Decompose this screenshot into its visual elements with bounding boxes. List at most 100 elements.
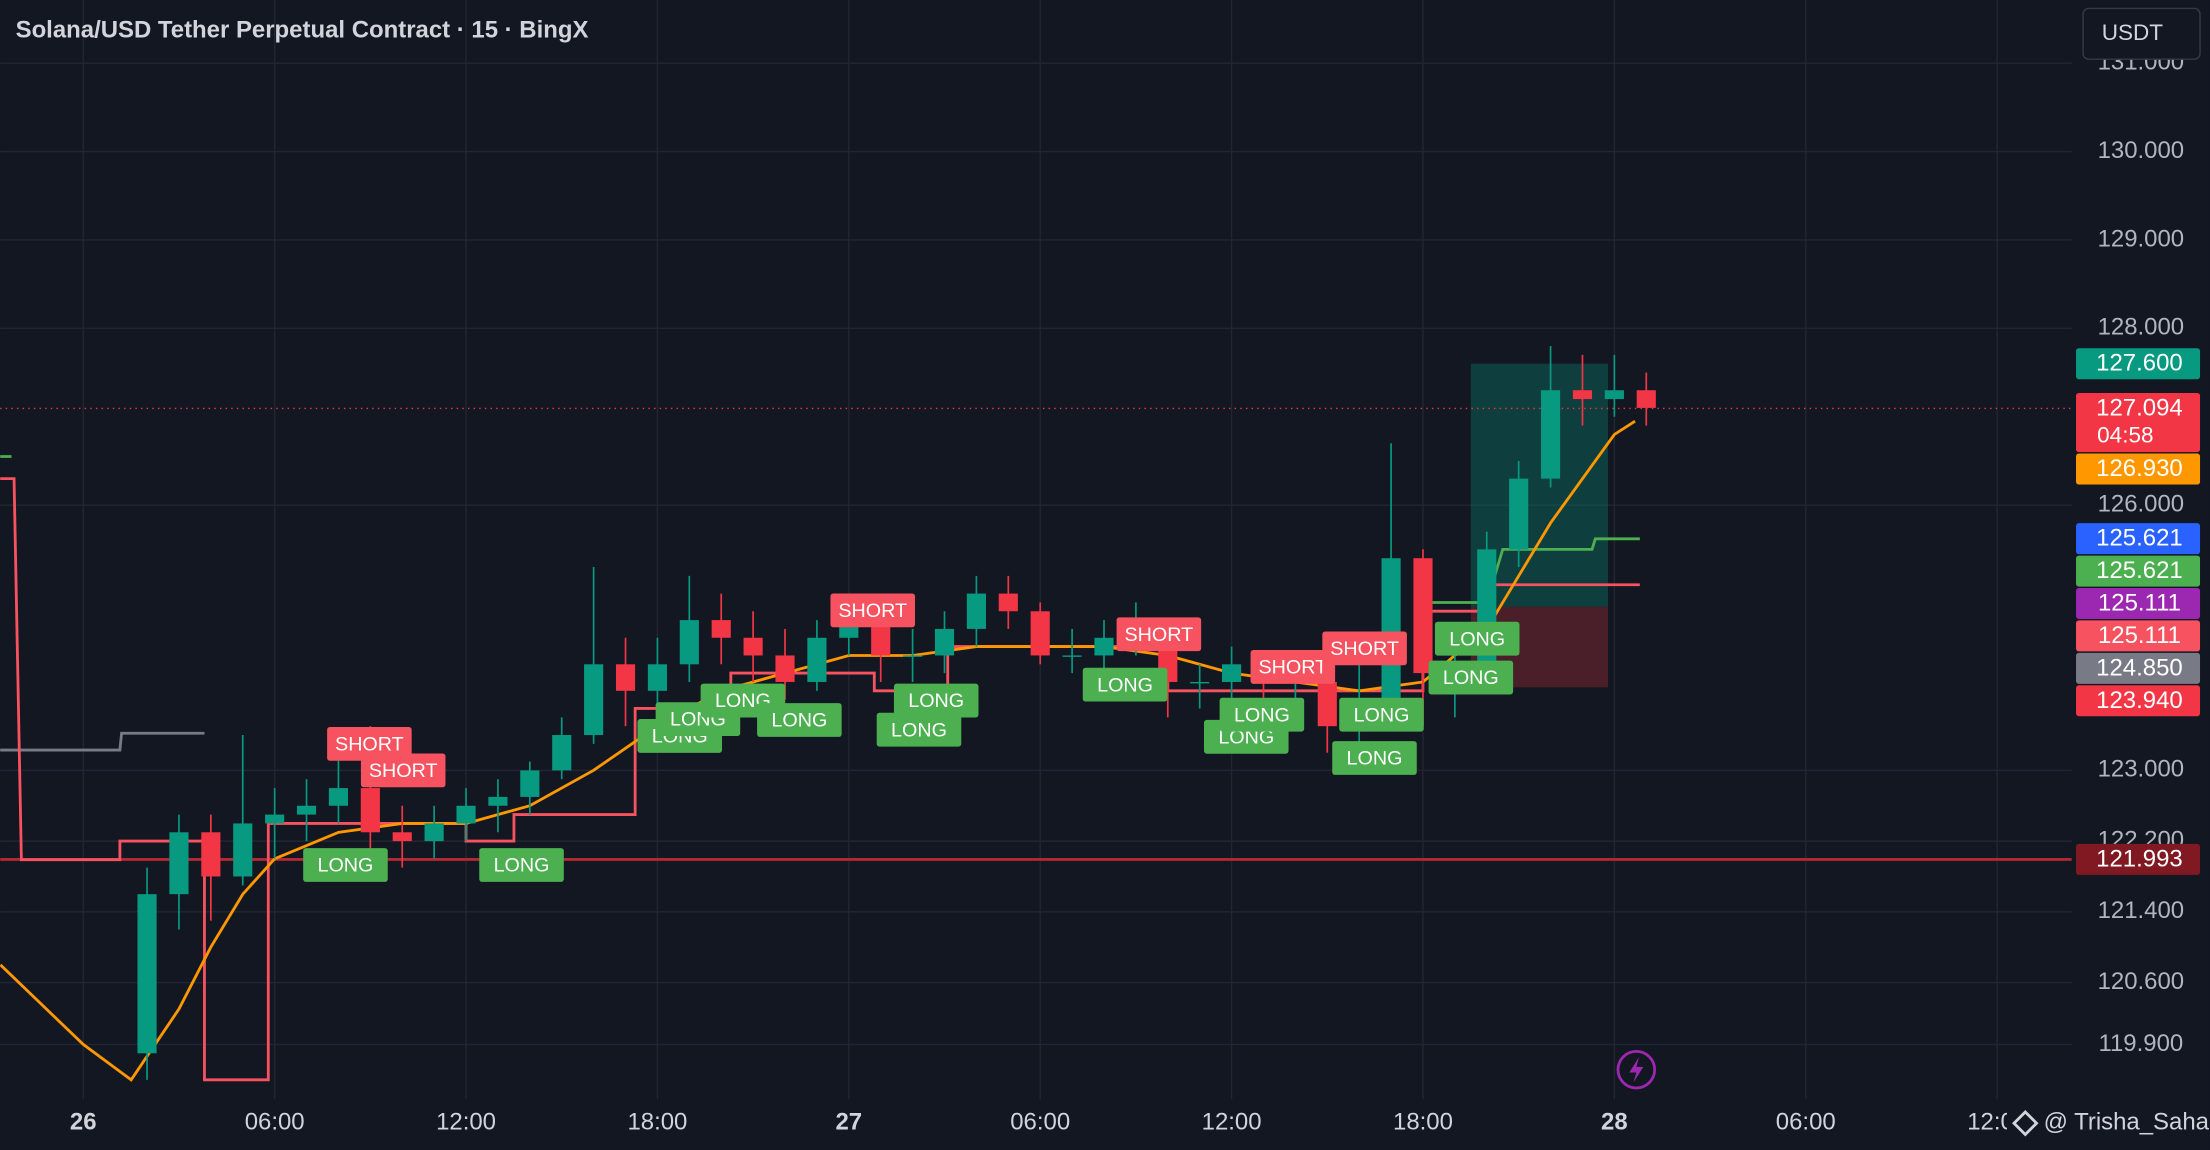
axes: 119.900120.600121.400122.200123.000126.0… — [70, 48, 2201, 1136]
signal-box — [1434, 621, 1520, 656]
candle-body — [1572, 390, 1593, 400]
watermark: @ Trisha_Saha — [2044, 1109, 2210, 1136]
price-tag — [2076, 555, 2201, 587]
signal-label: LONG — [1443, 667, 1499, 689]
currency-button-box[interactable] — [2082, 7, 2201, 60]
signal-box — [830, 593, 916, 628]
price-tag — [2076, 453, 2201, 485]
signal-box — [1219, 697, 1305, 732]
price-tag-label: 123.940 — [2096, 687, 2183, 714]
signal-box — [303, 848, 388, 882]
watermark-bg — [2006, 1104, 2210, 1145]
chart-title: Solana/USD Tether Perpetual Contract · 1… — [16, 16, 589, 43]
y-tick-label: 123.000 — [2098, 756, 2185, 783]
icon-bolt[interactable] — [1629, 1056, 1644, 1083]
signal-label: SHORT — [1330, 638, 1399, 660]
signal-box — [757, 703, 842, 737]
x-tick-label: 06:00 — [245, 1109, 305, 1136]
signal-label: SHORT — [1258, 657, 1327, 679]
candle-body — [934, 628, 955, 656]
candle-body — [488, 796, 508, 806]
x-tick-label: 12:00 — [436, 1109, 496, 1136]
price-tag-label: 124.850 — [2096, 654, 2183, 681]
candle-body — [1094, 637, 1114, 656]
y-tick-label: 128.000 — [2098, 314, 2185, 341]
signal-box — [876, 712, 962, 747]
signal-label: LONG — [494, 855, 550, 877]
candle-body — [233, 823, 253, 877]
candle-body — [1636, 390, 1656, 408]
price-tag — [2076, 392, 2201, 453]
candle-body — [424, 823, 444, 842]
candle-body — [265, 814, 285, 824]
price-tag-label: 121.993 — [2096, 845, 2183, 872]
signal-label: LONG — [771, 710, 827, 732]
price-tag — [2076, 523, 2201, 555]
y-tick-label: 129.000 — [2098, 225, 2185, 252]
price-tag — [2076, 348, 2201, 380]
price-tag — [2076, 620, 2201, 652]
signal-label: LONG — [1354, 704, 1410, 726]
candle-body — [1541, 390, 1561, 479]
signal-box — [1082, 667, 1168, 702]
signal-box — [360, 753, 446, 788]
signal-box — [1116, 617, 1202, 652]
candle-body — [328, 788, 349, 806]
indicator-line — [0, 731, 205, 752]
candle-body — [137, 894, 157, 1054]
y-tick-label: 126.000 — [2098, 490, 2185, 517]
signal-box — [479, 848, 564, 882]
candle-body — [392, 832, 412, 842]
candle-body — [998, 593, 1018, 612]
price-tag — [2076, 843, 2201, 875]
candle-body — [903, 655, 923, 657]
currency-button-label[interactable]: USDT — [2102, 20, 2164, 45]
x-tick-label: 12:00 — [1202, 1109, 1262, 1136]
signal-label: LONG — [318, 855, 374, 877]
signal-label: LONG — [1234, 704, 1290, 726]
candle-body — [296, 805, 317, 815]
candle-body — [647, 664, 667, 691]
price-tag-label: 125.111 — [2098, 590, 2181, 617]
y-tick-label: 120.600 — [2098, 968, 2185, 995]
candle-body — [1509, 478, 1529, 550]
signal-box — [1339, 697, 1424, 732]
signal-label: LONG — [1449, 628, 1505, 650]
replay-icon[interactable] — [1616, 1049, 1657, 1090]
candle-body — [1604, 390, 1624, 400]
candle-body — [360, 788, 380, 833]
candle-body — [1190, 681, 1210, 684]
price-tag — [2076, 685, 2201, 717]
candle-body — [1030, 611, 1050, 656]
price-tag-label: 126.930 — [2096, 455, 2183, 482]
signal-label: LONG — [908, 690, 964, 712]
x-tick-label: 06:00 — [1010, 1109, 1070, 1136]
candle-body — [169, 832, 189, 895]
signal-label: LONG — [1347, 748, 1403, 770]
signal-box — [1322, 631, 1407, 666]
candle-body — [456, 805, 476, 824]
currency-button[interactable]: USDT — [2082, 7, 2201, 60]
icon-circle[interactable] — [1616, 1049, 1657, 1090]
price-tag-label: 125.111 — [2098, 622, 2181, 649]
candle-body — [1317, 681, 1337, 727]
candle-body — [552, 735, 572, 771]
y-tick-label: 119.900 — [2098, 1030, 2183, 1057]
price-tag-label: 125.621 — [2096, 525, 2183, 552]
signal-label: LONG — [891, 719, 947, 741]
x-tick-label: 06:00 — [1776, 1109, 1836, 1136]
signal-box — [893, 683, 979, 718]
signal-box — [1332, 741, 1417, 775]
signal-box — [1250, 650, 1336, 684]
watermark-icon — [2012, 1109, 2039, 1137]
signal-label: LONG — [1097, 674, 1153, 696]
signal-box — [327, 726, 412, 761]
signal-label: SHORT — [335, 733, 404, 755]
x-tick-label: 27 — [835, 1109, 862, 1136]
signal-box — [1428, 660, 1514, 695]
price-tag-label: 127.600 — [2096, 350, 2183, 377]
candle-body — [743, 637, 763, 656]
candle-body — [1413, 558, 1433, 674]
x-tick-label: 18:00 — [1393, 1109, 1453, 1136]
